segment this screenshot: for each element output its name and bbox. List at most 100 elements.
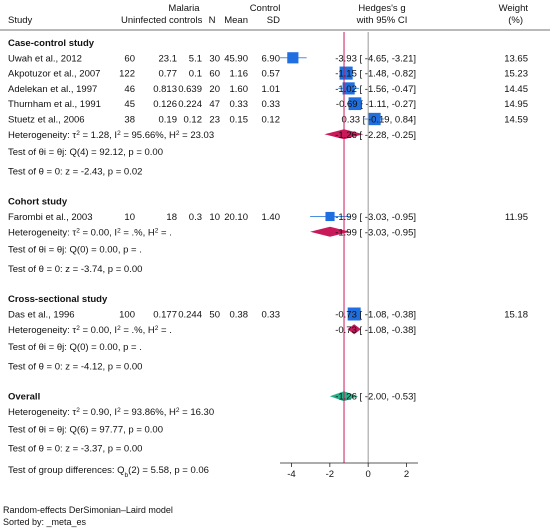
sd2-value: 0.33 xyxy=(262,310,281,321)
mean1-value: 0.126 xyxy=(153,99,177,110)
effect-ci-text: -1.02 [ -1.56, -0.47] xyxy=(335,84,416,95)
sd2-value: 0.12 xyxy=(262,115,281,126)
n1-value: 100 xyxy=(119,310,135,321)
sd2-value: 6.90 xyxy=(262,53,281,64)
sd1-value: 5.1 xyxy=(189,53,202,64)
heterogeneity-text: Heterogeneity: τ2 = 1.28, I2 = 95.66%, H… xyxy=(8,129,214,141)
header-mean: Mean xyxy=(224,15,248,26)
test-zero: Test of θ = 0: z = -3.74, p = 0.00 xyxy=(8,264,142,275)
mean2-value: 20.10 xyxy=(224,212,248,223)
weight-value: 11.95 xyxy=(505,212,528,223)
n2-value: 23 xyxy=(209,115,220,126)
study-label: Farombi et al., 2003 xyxy=(8,212,93,223)
model-note: Random-effects DerSimonian–Laird model xyxy=(3,505,173,515)
x-tick-label: -2 xyxy=(326,469,334,480)
x-tick-label: -4 xyxy=(287,469,295,480)
study-marker xyxy=(287,52,299,64)
effect-ci-text: -3.93 [ -4.65, -3.21] xyxy=(335,53,416,64)
study-label: Uwah et al., 2012 xyxy=(8,53,82,64)
study-marker xyxy=(342,82,355,95)
study-marker xyxy=(325,211,335,222)
sd1-value: 0.639 xyxy=(178,84,202,95)
group-title: Cohort study xyxy=(8,197,68,208)
test-homogeneity: Test of θi = θj: Q(0) = 0.00, p = . xyxy=(8,245,142,256)
group-difference-test: Test of group differences: Qb(2) = 5.58,… xyxy=(8,465,209,479)
weight-value: 14.95 xyxy=(504,99,528,110)
sd2-value: 0.57 xyxy=(262,69,281,80)
study-label: Akpotuzor et al., 2007 xyxy=(8,69,100,80)
weight-value: 14.59 xyxy=(504,115,528,126)
pooled-ci-text: -0.73 [ -1.08, -0.38] xyxy=(335,325,416,336)
mean2-value: 0.38 xyxy=(230,310,249,321)
header-study: Study xyxy=(8,15,33,26)
subgroup-diamond xyxy=(310,226,350,237)
group-title: Cross-sectional study xyxy=(8,294,108,305)
n2-value: 60 xyxy=(209,69,220,80)
group-title: Case-control study xyxy=(8,38,95,49)
mean1-value: 18 xyxy=(166,212,177,223)
n1-value: 46 xyxy=(124,84,135,95)
header-uninfected: Uninfected controls xyxy=(121,15,203,26)
x-tick-label: 0 xyxy=(366,469,371,480)
mean1-value: 0.77 xyxy=(159,69,178,80)
n2-value: 47 xyxy=(209,99,220,110)
header-control: Control xyxy=(250,3,281,14)
subgroup-diamond xyxy=(347,324,361,335)
header-n: N xyxy=(209,15,216,26)
forest-plot: Malaria Control Study Uninfected controls N M… xyxy=(0,3,550,480)
sd2-value: 0.33 xyxy=(262,99,281,110)
test-homogeneity: Test of θi = θj: Q(4) = 92.12, p = 0.00 xyxy=(8,147,163,158)
mean2-value: 0.15 xyxy=(230,115,249,126)
weight-value: 15.23 xyxy=(504,69,528,80)
sd1-value: 0.224 xyxy=(178,99,202,110)
weight-value: 13.65 xyxy=(504,53,528,64)
overall-test-homogeneity: Test of θi = θj: Q(6) = 97.77, p = 0.00 xyxy=(8,424,163,435)
mean1-value: 0.813 xyxy=(153,84,177,95)
study-marker xyxy=(348,97,362,111)
overall-title: Overall xyxy=(8,392,40,403)
sd1-value: 0.244 xyxy=(178,310,202,321)
effect-ci-text: -1.99 [ -3.03, -0.95] xyxy=(335,212,416,223)
n1-value: 45 xyxy=(124,99,135,110)
sd1-value: 0.1 xyxy=(189,69,202,80)
mean1-value: 0.177 xyxy=(153,310,177,321)
n2-value: 50 xyxy=(209,310,220,321)
pooled-ci-text: -1.26 [ -2.28, -0.25] xyxy=(335,130,416,141)
study-marker xyxy=(368,112,381,126)
header-malaria: Malaria xyxy=(168,3,200,14)
heterogeneity-text: Heterogeneity: τ2 = 0.00, I2 = .%, H2 = … xyxy=(8,324,172,336)
test-homogeneity: Test of θi = θj: Q(0) = 0.00, p = . xyxy=(8,342,142,353)
n1-value: 122 xyxy=(119,69,135,80)
mean2-value: 1.16 xyxy=(230,69,249,80)
overall-test-zero: Test of θ = 0: z = -3.37, p = 0.00 xyxy=(8,444,142,455)
effect-ci-text: -0.69 [ -1.11, -0.27] xyxy=(336,99,416,110)
mean2-value: 1.60 xyxy=(230,84,249,95)
pooled-ci-text: -1.99 [ -3.03, -0.95] xyxy=(335,227,416,238)
weight-value: 15.18 xyxy=(504,310,528,321)
mean1-value: 0.19 xyxy=(159,115,178,126)
header-weight: Weight xyxy=(499,3,529,14)
study-label: Stuetz et al., 2006 xyxy=(8,115,85,126)
n2-value: 30 xyxy=(209,53,220,64)
test-zero: Test of θ = 0: z = -2.43, p = 0.02 xyxy=(8,166,142,177)
study-label: Adelekan et al., 1997 xyxy=(8,84,97,95)
effect-ci-text: 0.33 [ -0.19, 0.84] xyxy=(342,115,416,126)
mean2-value: 45.90 xyxy=(224,53,248,64)
n2-value: 20 xyxy=(209,84,220,95)
overall-heterogeneity: Heterogeneity: τ2 = 0.90, I2 = 93.86%, H… xyxy=(8,407,214,419)
effect-ci-text: -1.15 [ -1.48, -0.82] xyxy=(335,69,416,80)
sort-note: Sorted by: _meta_es xyxy=(3,517,87,527)
sd1-value: 0.12 xyxy=(184,115,203,126)
study-marker xyxy=(339,66,353,80)
study-label: Thurnham et al., 1991 xyxy=(8,99,101,110)
sd2-value: 1.01 xyxy=(262,84,281,95)
n1-value: 38 xyxy=(124,115,135,126)
overall-ci-text: -1.26 [ -2.00, -0.53] xyxy=(335,392,416,403)
n2-value: 10 xyxy=(209,212,220,223)
mean2-value: 0.33 xyxy=(230,99,249,110)
sd2-value: 1.40 xyxy=(262,212,281,223)
n1-value: 10 xyxy=(124,212,135,223)
n1-value: 60 xyxy=(124,53,135,64)
header-effect-sub: with 95% CI xyxy=(356,15,408,26)
heterogeneity-text: Heterogeneity: τ2 = 0.00, I2 = .%, H2 = … xyxy=(8,227,172,239)
